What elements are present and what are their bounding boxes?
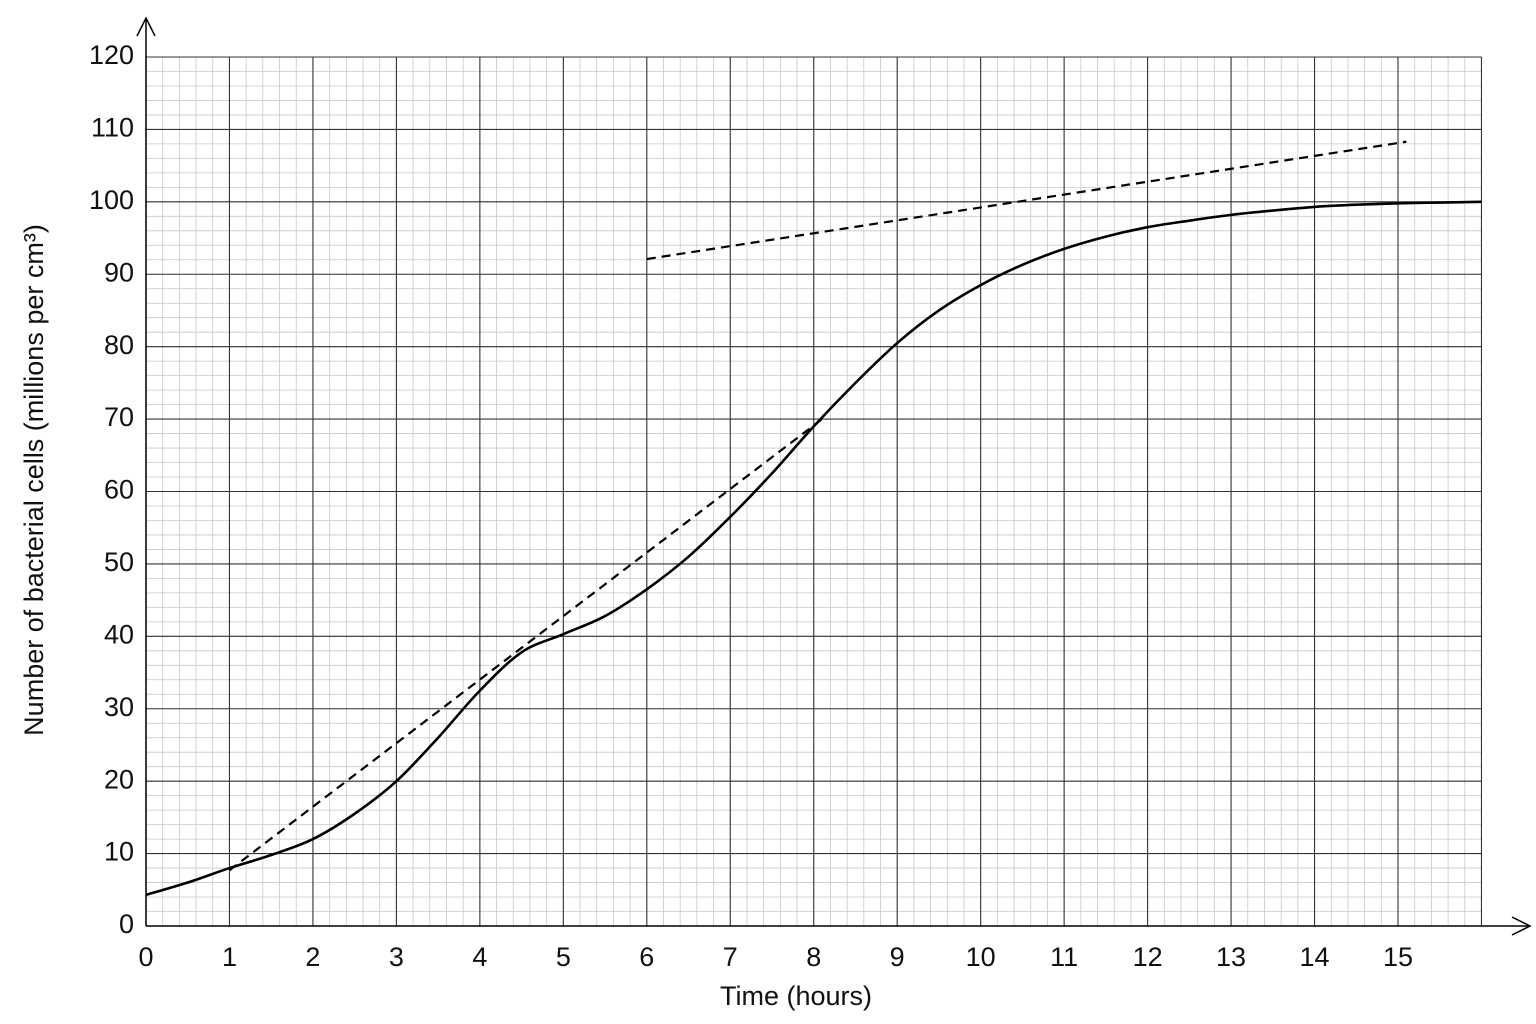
x-tick-label: 11 [1050, 942, 1078, 972]
x-tick-label: 13 [1216, 942, 1246, 972]
y-tick-label: 40 [104, 619, 134, 649]
x-tick-label: 0 [138, 942, 153, 972]
y-tick-label: 100 [89, 185, 134, 215]
dashed-line [646, 140, 1407, 261]
x-tick-label: 15 [1383, 942, 1413, 972]
y-tick-label: 0 [119, 909, 134, 939]
y-tick-label: 50 [104, 547, 134, 577]
x-tick-label: 5 [556, 942, 571, 972]
growth-curve [145, 200, 1482, 897]
y-axis-arrow [136, 16, 156, 37]
y-tick-label: 80 [104, 330, 134, 360]
x-tick-label: 9 [890, 942, 905, 972]
y-tick-label: 20 [104, 764, 134, 794]
x-tick-label: 3 [389, 942, 404, 972]
x-tick-label: 14 [1300, 942, 1330, 972]
x-tick-label: 2 [305, 942, 320, 972]
x-tick-label: 12 [1133, 942, 1163, 972]
dashed-line [228, 418, 823, 872]
y-tick-label: 10 [104, 837, 134, 867]
y-tick-label: 70 [104, 402, 134, 432]
y-tick-label: 120 [89, 40, 134, 70]
x-tick-label: 1 [222, 942, 237, 972]
y-tick-label: 30 [104, 692, 134, 722]
x-tick-label: 6 [639, 942, 654, 972]
y-tick-label: 110 [91, 113, 134, 143]
x-axis-label: Time (hours) [720, 981, 872, 1011]
x-axis-arrow [1511, 916, 1532, 936]
x-tick-label: 4 [472, 942, 487, 972]
y-tick-label: 60 [104, 475, 134, 505]
x-tick-label: 7 [723, 942, 738, 972]
x-tick-label: 8 [806, 942, 821, 972]
y-axis-label: Number of bacterial cells (millions per … [19, 224, 49, 736]
x-tick-label: 10 [966, 942, 996, 972]
y-tick-label: 90 [104, 257, 134, 287]
